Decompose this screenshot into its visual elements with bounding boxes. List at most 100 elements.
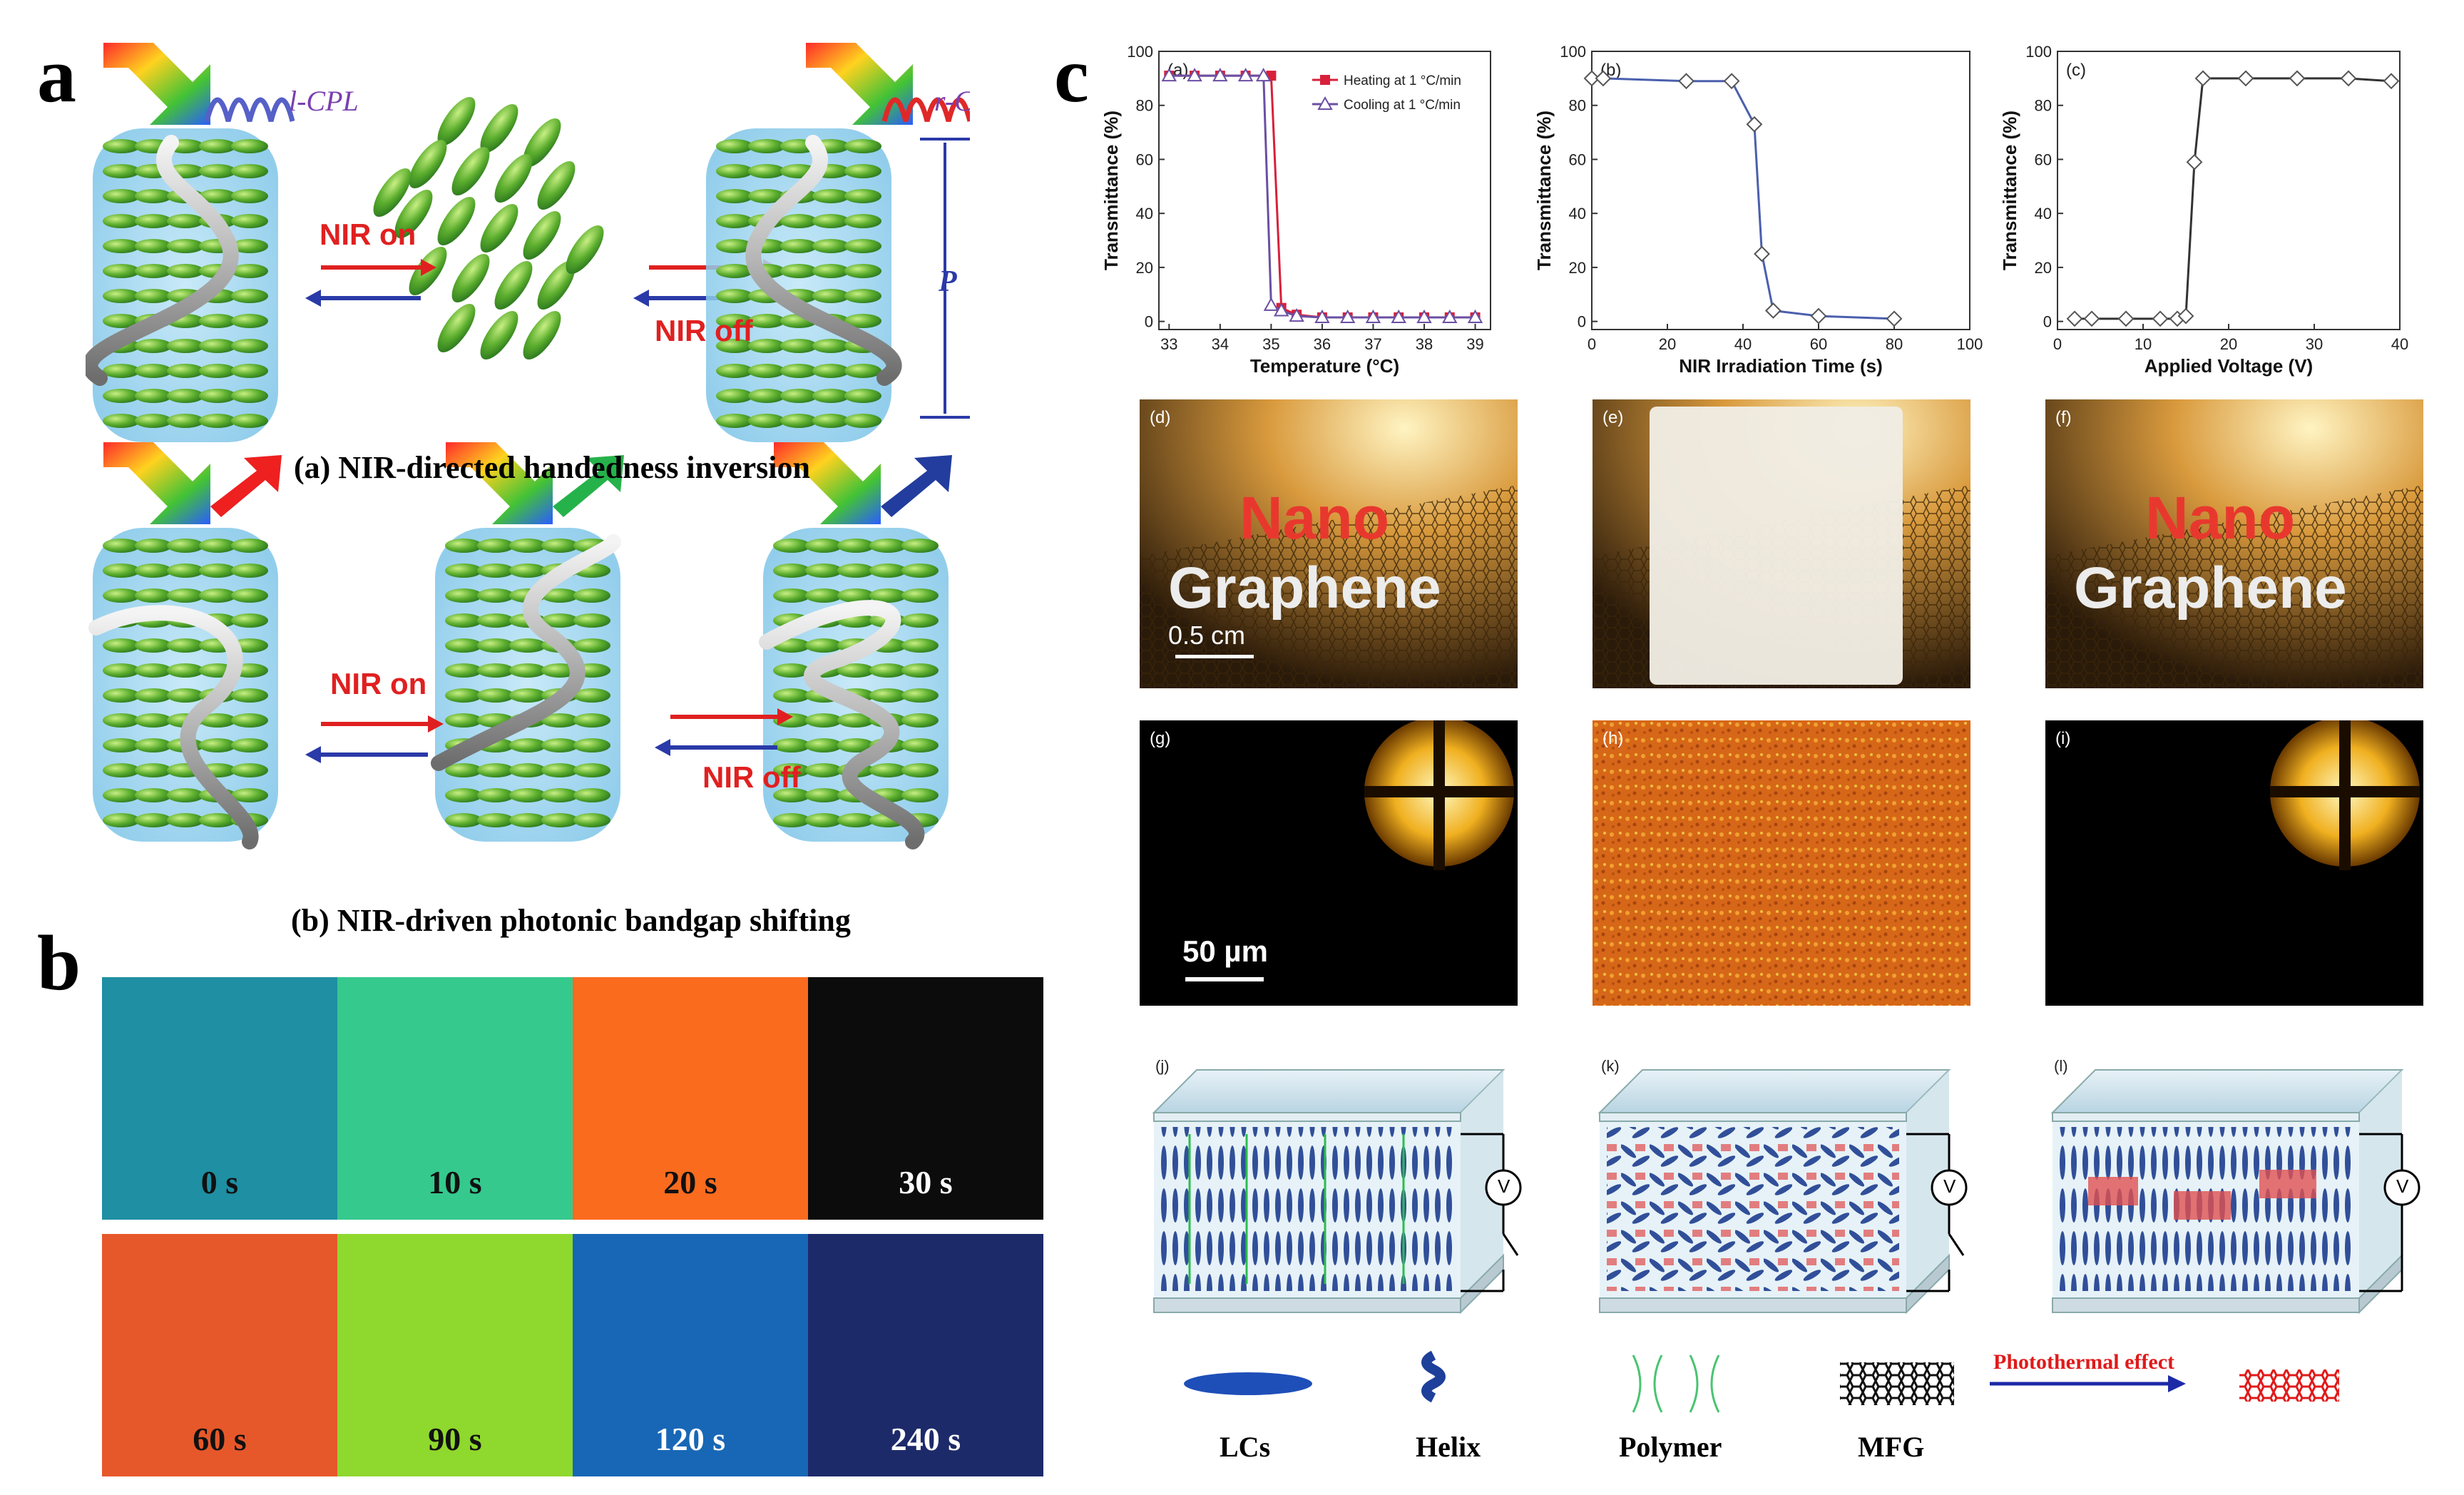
data-point <box>2289 70 2306 87</box>
micrograph-g-label: (g) <box>1150 729 1171 748</box>
data-point <box>1161 68 1177 82</box>
micrograph-i: (i) <box>2045 720 2423 1006</box>
data-point <box>1810 307 1827 325</box>
x-tick-label: 60 <box>1810 335 1827 353</box>
photo-d: (d) Nano Graphene 0.5 cm <box>1140 399 1518 688</box>
scale-bar-um <box>1185 977 1264 981</box>
data-point <box>1678 73 1694 90</box>
data-point <box>1255 68 1272 82</box>
nir-on-label-b: NIR on <box>330 667 427 700</box>
data-point <box>1365 309 1381 323</box>
y-axis-label: Transmittance (%) <box>1999 111 2020 270</box>
x-tick-label: 36 <box>1314 335 1331 353</box>
color-swatch: 30 s <box>808 977 1043 1220</box>
photo-d-label: (d) <box>1150 408 1171 427</box>
data-point <box>2083 310 2100 327</box>
panel-label-b: b <box>37 919 81 1006</box>
x-tick-label: 33 <box>1160 335 1177 353</box>
legend-marker <box>1320 75 1330 85</box>
y-tick-label: 20 <box>2035 259 2052 277</box>
y-tick-label: 80 <box>1136 97 1153 115</box>
polymer-icon <box>1632 1354 1720 1413</box>
y-tick-label: 20 <box>1569 259 1586 277</box>
nir-off-label-a: NIR off <box>655 314 753 347</box>
color-swatch: 90 s <box>337 1234 573 1476</box>
data-point <box>2177 307 2194 325</box>
scale-bar-label-cm: 0.5 cm <box>1168 621 1246 650</box>
x-tick-label: 40 <box>1734 335 1752 353</box>
y-tick-label: 60 <box>2035 150 2052 168</box>
y-tick-label: 100 <box>1127 43 1153 61</box>
y-tick-label: 60 <box>1136 150 1153 168</box>
chart-panel-label: (c) <box>2066 61 2086 80</box>
chart-transmittance-temperature: 33 34 35 36 37 38 39 0 20 40 60 80 100 Temperature (°… <box>1100 43 1491 377</box>
data-point <box>1583 70 1600 87</box>
data-point <box>1764 302 1781 319</box>
data-point <box>1442 309 1458 323</box>
micrograph-h: (h) <box>1593 720 1970 1006</box>
y-tick-label: 40 <box>1136 205 1153 223</box>
rcpl-label: r-CPL <box>934 85 970 117</box>
y-tick-label: 100 <box>2025 43 2052 61</box>
y-tick-label: 60 <box>1569 150 1586 168</box>
x-tick-label: 10 <box>2135 335 2152 353</box>
swatch-time-label: 30 s <box>899 1164 953 1200</box>
x-tick-label: 20 <box>1659 335 1676 353</box>
nano-text: Nano <box>1239 484 1389 551</box>
y-tick-label: 0 <box>2043 313 2052 331</box>
photothermal-label: Photothermal effect <box>1993 1350 2175 1374</box>
photo-f: (f) Nano Graphene <box>2045 399 2423 688</box>
schematic-k-label: (k) <box>1601 1057 1620 1075</box>
plot-frame <box>1591 51 1970 330</box>
volt-label-l: V <box>2396 1175 2409 1197</box>
x-tick-label: 0 <box>1588 335 1596 353</box>
color-swatch: 120 s <box>573 1234 808 1476</box>
x-tick-label: 20 <box>2220 335 2237 353</box>
x-tick-label: 34 <box>1212 335 1229 353</box>
legend-helix: Helix <box>1416 1431 1481 1463</box>
volt-label-k: V <box>1943 1175 1956 1197</box>
y-tick-label: 20 <box>1136 259 1153 277</box>
legend-label: Heating at 1 °C/min <box>1344 73 1461 88</box>
data-point <box>1754 245 1770 262</box>
chart-transmittance-nir-time: 0 20 40 60 80 100 0 20 40 60 80 100 NIR Irradiation … <box>1533 43 1983 377</box>
pitch-label: P <box>938 265 957 298</box>
data-point <box>1237 68 1254 82</box>
swatch-time-label: 240 s <box>890 1421 961 1457</box>
caption-b: (b) NIR-driven photonic bandgap shifting <box>291 903 851 938</box>
x-tick-label: 39 <box>1466 335 1483 353</box>
data-point <box>1595 70 1612 87</box>
y-tick-label: 40 <box>1569 205 1586 223</box>
data-point <box>1314 309 1330 323</box>
color-swatch: 10 s <box>337 977 573 1220</box>
chart-transmittance-voltage: 0 10 20 30 40 0 20 40 60 80 100 Applied Voltage (V)… <box>1999 43 2408 377</box>
x-axis-label: Applied Voltage (V) <box>2145 355 2313 377</box>
x-tick-label: 37 <box>1364 335 1381 353</box>
data-point <box>1187 68 1202 82</box>
schematic-j-label: (j) <box>1155 1057 1170 1075</box>
schematic-l-label: (l) <box>2054 1057 2068 1075</box>
graphene-text-f: Graphene <box>2074 556 2347 621</box>
swatch-time-label: 10 s <box>428 1164 482 1200</box>
photo-e-label: (e) <box>1602 408 1624 427</box>
lc-icon <box>1184 1372 1312 1395</box>
x-tick-label: 35 <box>1262 335 1279 353</box>
y-tick-label: 80 <box>2035 97 2052 115</box>
y-tick-label: 40 <box>2035 205 2052 223</box>
caption-a: (a) NIR-directed handedness inversion <box>294 450 811 485</box>
data-point <box>2066 310 2083 327</box>
y-tick-label: 0 <box>1145 313 1153 331</box>
data-point <box>2340 70 2357 87</box>
helix-diagram: l-CPL r-CPL P <box>86 43 970 849</box>
x-tick-label: 0 <box>2053 335 2062 353</box>
nano-text-f: Nano <box>2145 484 2295 551</box>
x-tick-label: 40 <box>2391 335 2408 353</box>
y-tick-label: 80 <box>1569 97 1586 115</box>
micrograph-i-label: (i) <box>2055 729 2071 748</box>
volt-label-j: V <box>1498 1175 1510 1197</box>
color-swatch: 60 s <box>102 1234 337 1476</box>
y-tick-label: 0 <box>1578 313 1586 331</box>
scale-bar-cm <box>1175 655 1254 658</box>
plot-frame <box>2057 51 2401 330</box>
data-point <box>1273 302 1289 317</box>
